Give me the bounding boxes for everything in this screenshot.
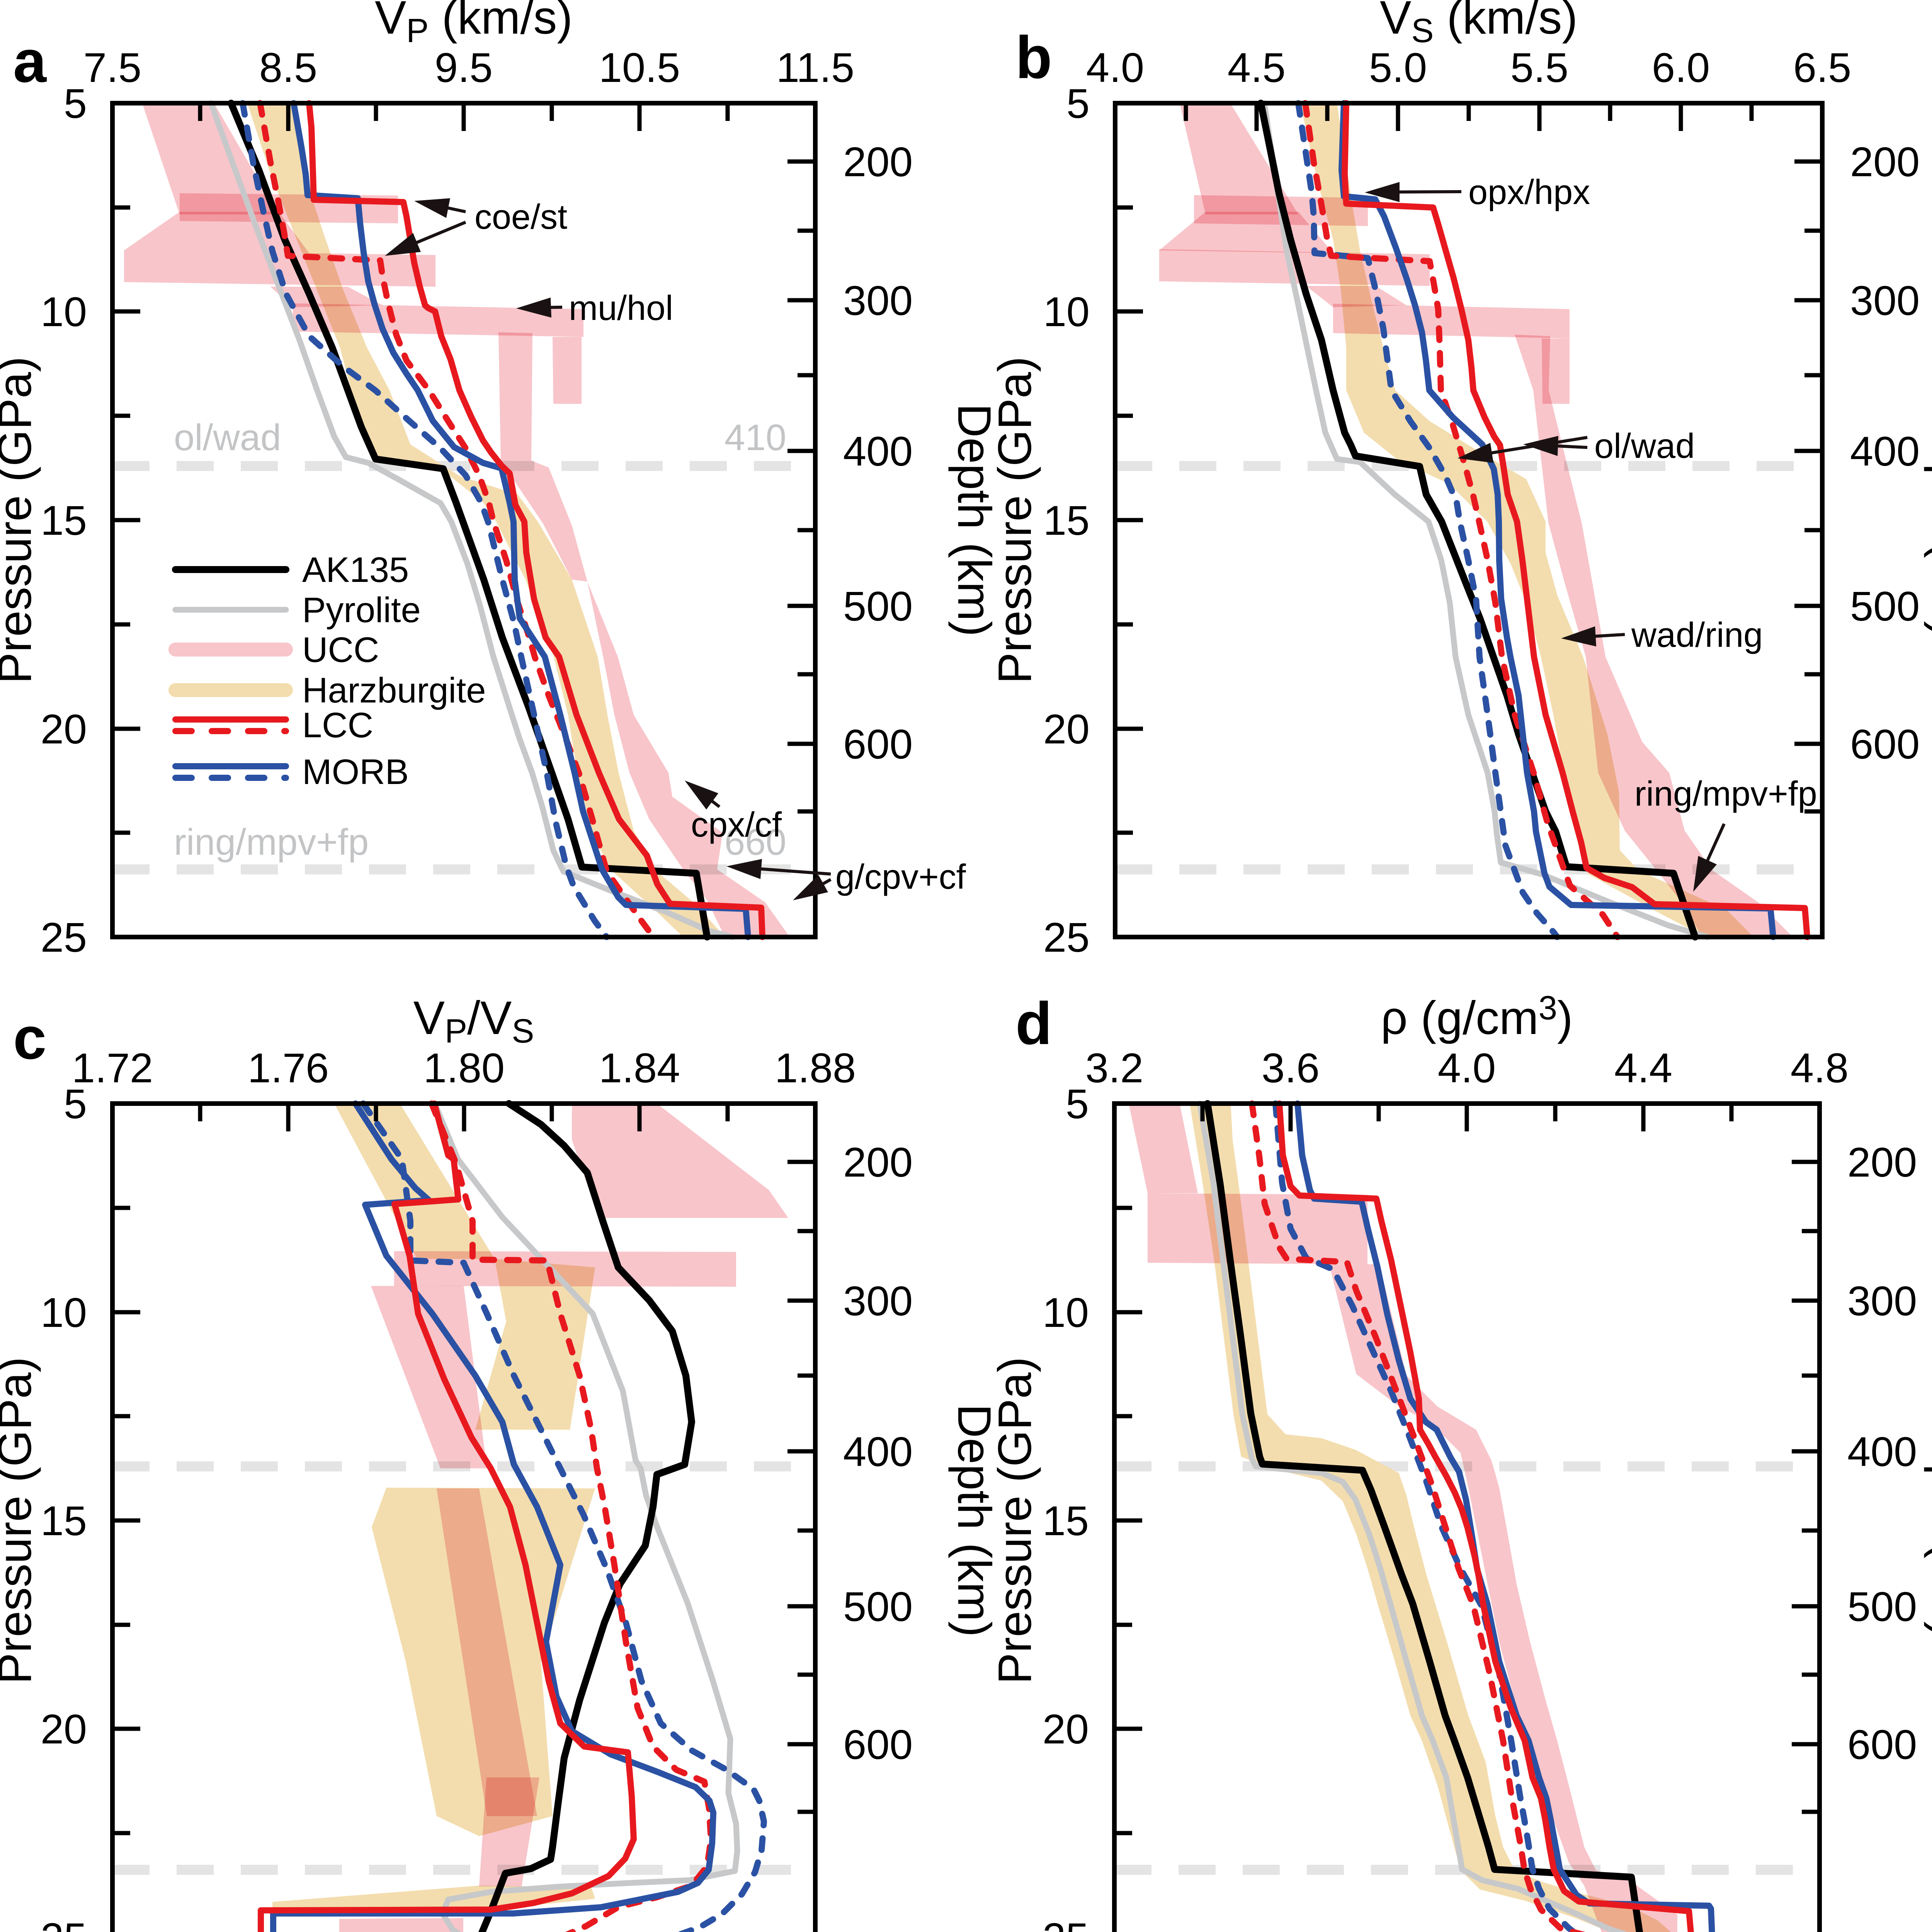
svg-text:10.5: 10.5 — [599, 44, 680, 91]
svg-text:1.72: 1.72 — [72, 1044, 153, 1091]
svg-text:6.0: 6.0 — [1652, 44, 1710, 91]
svg-text:LCC: LCC — [302, 706, 373, 745]
svg-text:200: 200 — [1847, 1139, 1917, 1185]
svg-text:5: 5 — [1066, 80, 1090, 127]
svg-text:9.5: 9.5 — [435, 44, 493, 91]
svg-text:AK135: AK135 — [302, 550, 409, 590]
svg-text:500: 500 — [843, 1583, 913, 1630]
svg-text:300: 300 — [1847, 1277, 1917, 1324]
svg-text:500: 500 — [843, 583, 913, 629]
svg-text:25: 25 — [1043, 1914, 1089, 1932]
svg-text:10: 10 — [41, 1289, 87, 1336]
svg-text:300: 300 — [843, 277, 913, 324]
svg-text:25: 25 — [41, 1914, 87, 1932]
svg-text:Pressure (GPa): Pressure (GPa) — [0, 1357, 41, 1684]
svg-text:3.2: 3.2 — [1085, 1044, 1143, 1091]
svg-text:VP (km/s): VP (km/s) — [375, 0, 573, 49]
svg-text:1.76: 1.76 — [248, 1044, 329, 1091]
svg-text:b: b — [1015, 24, 1052, 91]
svg-text:15: 15 — [1043, 497, 1090, 544]
svg-text:4.0: 4.0 — [1086, 44, 1144, 91]
svg-text:g/cpv+cf: g/cpv+cf — [835, 858, 966, 896]
svg-text:1.88: 1.88 — [775, 1044, 856, 1091]
svg-text:11.5: 11.5 — [776, 44, 854, 91]
svg-text:410: 410 — [724, 417, 786, 458]
svg-text:cpx/cf: cpx/cf — [691, 806, 782, 844]
svg-text:5.0: 5.0 — [1369, 44, 1427, 91]
svg-text:coe/st: coe/st — [474, 198, 567, 236]
svg-text:5: 5 — [64, 1080, 87, 1127]
svg-text:15: 15 — [41, 497, 87, 544]
svg-text:600: 600 — [1850, 721, 1920, 767]
svg-text:400: 400 — [1850, 428, 1920, 474]
svg-text:Depth (km): Depth (km) — [1924, 1404, 1932, 1637]
svg-text:5.5: 5.5 — [1510, 44, 1568, 91]
svg-text:20: 20 — [41, 1706, 87, 1752]
svg-text:Harzburgite: Harzburgite — [302, 671, 486, 710]
svg-text:opx/hpx: opx/hpx — [1468, 173, 1590, 212]
svg-text:5: 5 — [64, 80, 87, 127]
svg-text:UCC: UCC — [302, 630, 379, 670]
svg-text:Pressure (GPa): Pressure (GPa) — [988, 356, 1041, 684]
svg-text:10: 10 — [1043, 1289, 1089, 1336]
svg-text:200: 200 — [843, 138, 913, 185]
svg-text:600: 600 — [1847, 1721, 1917, 1768]
svg-text:4.8: 4.8 — [1791, 1044, 1849, 1091]
svg-text:Pyrolite: Pyrolite — [302, 590, 421, 630]
svg-text:c: c — [13, 1005, 46, 1071]
svg-text:20: 20 — [41, 706, 87, 752]
svg-text:300: 300 — [1850, 277, 1920, 324]
svg-text:200: 200 — [1850, 138, 1920, 185]
svg-text:20: 20 — [1043, 1706, 1089, 1752]
svg-text:300: 300 — [843, 1277, 913, 1324]
svg-text:400: 400 — [1847, 1428, 1917, 1475]
svg-text:VS (km/s): VS (km/s) — [1380, 0, 1578, 49]
svg-text:200: 200 — [843, 1139, 913, 1185]
svg-text:3.6: 3.6 — [1262, 1044, 1320, 1091]
svg-text:wad/ring: wad/ring — [1631, 616, 1763, 655]
svg-text:5: 5 — [1066, 1080, 1089, 1127]
svg-text:400: 400 — [843, 1428, 913, 1475]
svg-text:4.0: 4.0 — [1438, 1044, 1496, 1091]
svg-text:4.4: 4.4 — [1614, 1044, 1672, 1091]
svg-text:d: d — [1015, 990, 1052, 1057]
svg-text:1.80: 1.80 — [423, 1044, 505, 1091]
svg-text:500: 500 — [1847, 1583, 1917, 1630]
svg-text:4.5: 4.5 — [1228, 44, 1286, 91]
svg-text:25: 25 — [41, 914, 87, 961]
svg-text:7.5: 7.5 — [83, 44, 141, 91]
svg-text:600: 600 — [843, 721, 913, 767]
svg-text:1.84: 1.84 — [599, 1044, 680, 1091]
svg-text:500: 500 — [1850, 583, 1920, 629]
svg-text:VP/VS: VP/VS — [413, 992, 534, 1050]
svg-text:25: 25 — [1043, 914, 1090, 961]
svg-text:400: 400 — [843, 428, 913, 474]
svg-text:MORB: MORB — [302, 752, 409, 792]
svg-text:6.5: 6.5 — [1793, 44, 1851, 91]
svg-text:Depth (km): Depth (km) — [948, 403, 1001, 636]
svg-text:Depth (km): Depth (km) — [1924, 403, 1932, 636]
svg-text:ring/mpv+fp: ring/mpv+fp — [174, 821, 369, 863]
svg-text:20: 20 — [1043, 706, 1090, 752]
svg-text:mu/hol: mu/hol — [569, 289, 673, 328]
svg-text:15: 15 — [41, 1497, 87, 1544]
svg-text:ring/mpv+fp: ring/mpv+fp — [1634, 775, 1817, 813]
svg-text:Pressure (GPa): Pressure (GPa) — [988, 1357, 1041, 1684]
svg-text:10: 10 — [41, 288, 87, 335]
svg-text:10: 10 — [1043, 288, 1090, 335]
svg-text:ρ (g/cm3): ρ (g/cm3) — [1381, 989, 1573, 1044]
svg-text:a: a — [13, 28, 47, 95]
svg-text:15: 15 — [1043, 1497, 1089, 1544]
svg-text:ol/wad: ol/wad — [1594, 427, 1695, 466]
svg-text:Depth (km): Depth (km) — [948, 1404, 1001, 1637]
svg-text:8.5: 8.5 — [259, 44, 317, 91]
svg-text:ol/wad: ol/wad — [174, 417, 281, 458]
svg-text:660: 660 — [724, 821, 786, 863]
svg-text:Pressure (GPa): Pressure (GPa) — [0, 356, 41, 684]
svg-text:600: 600 — [843, 1721, 913, 1768]
